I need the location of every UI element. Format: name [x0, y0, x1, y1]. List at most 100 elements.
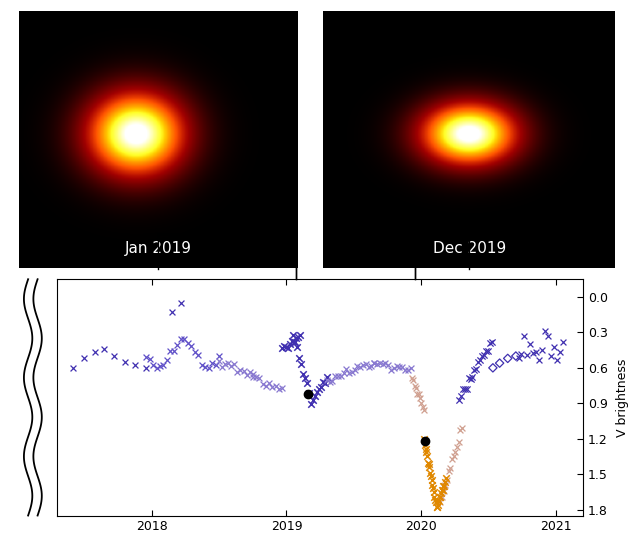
- Point: [465, 375, 476, 383]
- Point: [279, 342, 289, 351]
- Point: [152, 364, 162, 373]
- Point: [420, 441, 430, 449]
- Point: [407, 374, 417, 382]
- Point: [437, 486, 448, 495]
- Point: [412, 390, 422, 398]
- Point: [310, 391, 320, 400]
- Point: [296, 360, 306, 368]
- Point: [410, 382, 420, 391]
- Point: [406, 364, 416, 372]
- Point: [423, 459, 433, 467]
- Point: [555, 347, 565, 356]
- Point: [292, 343, 302, 351]
- Point: [235, 366, 245, 374]
- Point: [245, 368, 255, 376]
- Point: [165, 346, 176, 355]
- Point: [417, 398, 427, 407]
- Point: [432, 503, 442, 511]
- Point: [444, 467, 454, 476]
- Point: [488, 364, 498, 372]
- Point: [424, 460, 434, 468]
- Point: [543, 332, 553, 340]
- Point: [372, 359, 382, 368]
- Point: [482, 346, 493, 355]
- Point: [452, 442, 462, 451]
- Point: [257, 380, 268, 388]
- Point: [436, 489, 446, 497]
- Point: [397, 362, 407, 371]
- Point: [300, 374, 310, 382]
- Point: [289, 338, 299, 346]
- Point: [79, 354, 89, 362]
- Point: [383, 361, 393, 369]
- Point: [558, 338, 568, 346]
- Point: [172, 340, 183, 349]
- Point: [268, 382, 278, 391]
- Point: [430, 496, 440, 504]
- Point: [448, 452, 458, 460]
- Point: [519, 332, 529, 340]
- Point: [469, 365, 479, 374]
- Point: [418, 403, 428, 411]
- Point: [314, 384, 324, 393]
- Point: [214, 357, 224, 366]
- Point: [327, 376, 337, 385]
- Point: [232, 367, 242, 376]
- Point: [242, 371, 252, 380]
- Point: [517, 350, 527, 359]
- Point: [437, 485, 447, 494]
- Text: Dec 2019: Dec 2019: [432, 241, 506, 256]
- Point: [283, 343, 294, 352]
- Point: [306, 400, 316, 408]
- Point: [251, 373, 261, 382]
- Point: [540, 327, 550, 336]
- Text: Jan 2019: Jan 2019: [125, 241, 192, 256]
- Point: [358, 360, 368, 369]
- Point: [546, 352, 556, 360]
- Point: [375, 359, 385, 367]
- Point: [445, 464, 455, 473]
- Point: [438, 482, 448, 491]
- Point: [277, 383, 287, 392]
- Point: [463, 373, 474, 382]
- Point: [366, 362, 377, 371]
- Point: [288, 330, 298, 339]
- Point: [220, 360, 230, 369]
- Point: [450, 447, 460, 456]
- Point: [277, 344, 287, 352]
- Point: [537, 346, 547, 354]
- Point: [429, 488, 439, 497]
- Point: [394, 362, 404, 371]
- Point: [442, 475, 452, 484]
- Point: [336, 372, 346, 380]
- Point: [295, 331, 305, 339]
- Point: [254, 374, 264, 382]
- Point: [162, 356, 172, 365]
- Point: [440, 477, 450, 486]
- Point: [503, 354, 513, 362]
- Point: [316, 382, 326, 391]
- Point: [99, 345, 109, 353]
- Point: [456, 392, 466, 401]
- Point: [411, 384, 421, 393]
- Point: [119, 358, 129, 366]
- Point: [186, 342, 197, 350]
- Point: [298, 369, 308, 378]
- Point: [428, 484, 438, 493]
- Point: [422, 452, 432, 460]
- Point: [427, 481, 437, 489]
- Point: [90, 348, 100, 357]
- Point: [440, 480, 450, 489]
- Point: [534, 356, 545, 365]
- Point: [484, 339, 495, 347]
- Point: [347, 368, 357, 376]
- Point: [325, 378, 335, 386]
- Point: [552, 355, 562, 364]
- Point: [291, 334, 301, 343]
- Point: [453, 438, 463, 446]
- Point: [495, 359, 505, 367]
- Point: [425, 472, 436, 481]
- Point: [176, 299, 186, 307]
- Point: [318, 378, 328, 386]
- Point: [302, 379, 312, 387]
